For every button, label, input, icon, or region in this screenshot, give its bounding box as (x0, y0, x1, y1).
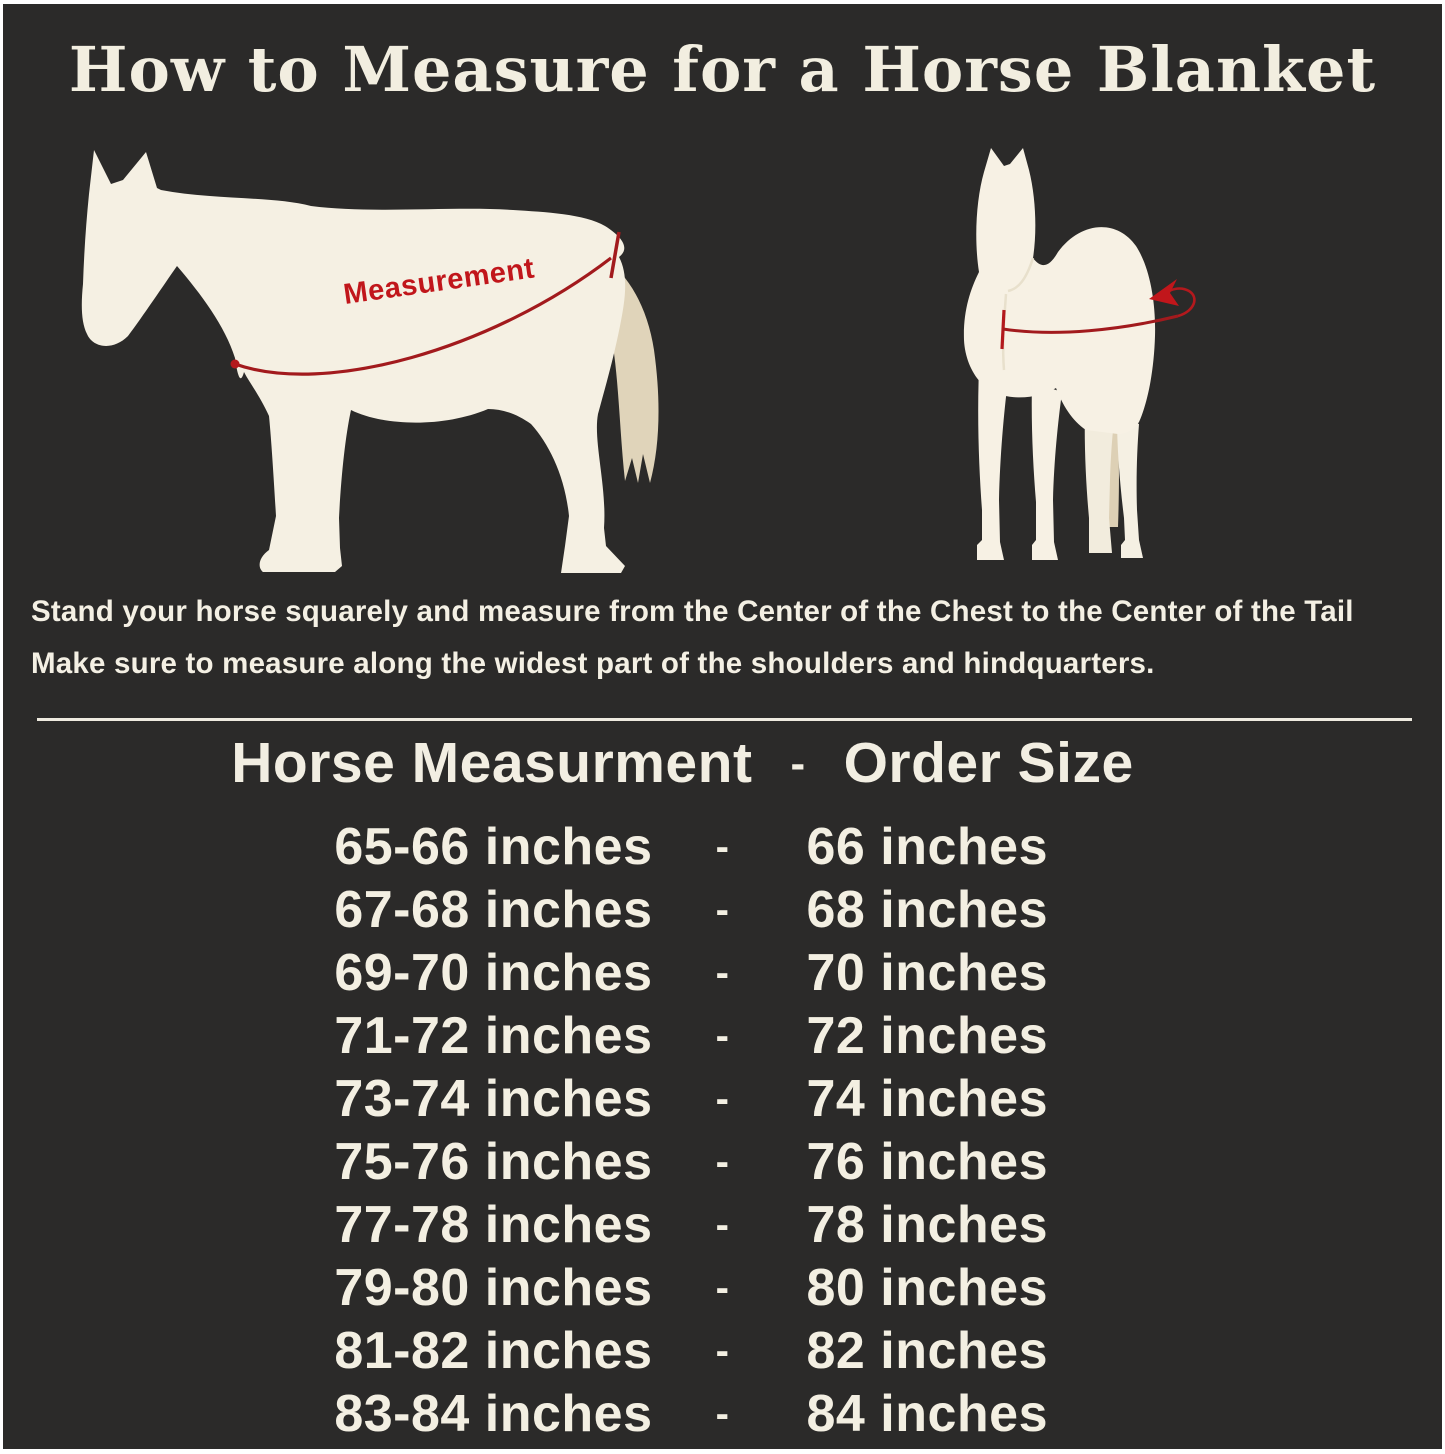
row-separator: - (715, 1392, 730, 1436)
size-table-row: 67-68 inches - 68 inches (223, 879, 1223, 942)
row-separator: - (715, 1203, 730, 1247)
order-size-value: 80 inches (806, 1259, 1049, 1317)
front-horse-body (963, 148, 1156, 434)
front-view-horse-illustration (963, 148, 1196, 560)
row-separator: - (715, 1014, 730, 1058)
front-horse-hind-right-leg (1117, 416, 1143, 558)
measurement-chest-point (230, 359, 240, 369)
size-table: 65-66 inches - 66 inches 67-68 inches - … (3, 816, 1442, 1446)
page-title: How to Measure for a Horse Blanket (68, 33, 1377, 106)
size-table-row: 77-78 inches - 78 inches (223, 1194, 1223, 1257)
horse-measurement-value: 73-74 inches (334, 1070, 653, 1128)
instructions-line-1: Stand your horse squarely and measure fr… (31, 595, 1354, 628)
row-separator: - (715, 951, 730, 995)
size-table-row: 83-84 inches - 84 inches (223, 1383, 1223, 1446)
instructions-text: Stand your horse squarely and measure fr… (31, 586, 1426, 690)
horse-measurement-value: 79-80 inches (334, 1259, 653, 1317)
size-table-row: 73-74 inches - 74 inches (223, 1068, 1223, 1131)
order-size-value: 82 inches (806, 1322, 1049, 1380)
order-size-value: 78 inches (806, 1196, 1049, 1254)
header-order-label: Order Size (843, 731, 1134, 795)
size-table-row: 81-82 inches - 82 inches (223, 1320, 1223, 1383)
size-chart-header: Horse Measurment - Order Size (0, 730, 1402, 796)
horse-measurement-value: 71-72 inches (334, 1007, 653, 1065)
horse-measurement-value: 77-78 inches (334, 1196, 653, 1254)
horse-measurement-value: 65-66 inches (334, 818, 653, 876)
measurement-tail-tick (609, 231, 621, 279)
front-horse-cheek-line (1007, 257, 1035, 293)
row-separator: - (715, 888, 730, 932)
order-size-value: 68 inches (806, 881, 1049, 939)
order-size-value: 76 inches (806, 1133, 1049, 1191)
front-horse-front-right-leg (1031, 382, 1062, 560)
size-table-row: 71-72 inches - 72 inches (223, 1005, 1223, 1068)
order-size-value: 74 inches (806, 1070, 1049, 1128)
horse-tail (585, 248, 659, 483)
size-table-row: 79-80 inches - 80 inches (223, 1257, 1223, 1320)
horse-body (81, 150, 626, 573)
horse-measurement-value: 83-84 inches (334, 1385, 653, 1443)
size-table-row: 69-70 inches - 70 inches (223, 942, 1223, 1005)
row-separator: - (715, 1140, 730, 1184)
horse-measurement-value: 67-68 inches (334, 881, 653, 939)
front-horse-hind-left-leg (1084, 408, 1115, 553)
order-size-value: 72 inches (806, 1007, 1049, 1065)
row-separator: - (715, 1266, 730, 1310)
horse-measurement-value: 75-76 inches (334, 1133, 653, 1191)
size-table-row: 75-76 inches - 76 inches (223, 1131, 1223, 1194)
horse-measurement-value: 69-70 inches (334, 944, 653, 1002)
horse-measurement-value: 81-82 inches (334, 1322, 653, 1380)
front-horse-front-left-leg (977, 368, 1008, 560)
order-size-value: 66 inches (806, 818, 1049, 876)
order-size-value: 84 inches (806, 1385, 1049, 1443)
order-size-value: 70 inches (806, 944, 1049, 1002)
dark-panel: How to Measure for a Horse Blanket Measu… (3, 4, 1442, 1449)
instructions-line-2: Make sure to measure along the widest pa… (31, 646, 1155, 680)
header-measurement-label: Horse Measurment (231, 731, 753, 795)
size-table-row: 65-66 inches - 66 inches (223, 816, 1223, 879)
row-separator: - (715, 825, 730, 869)
girth-arrow-icon (1149, 279, 1179, 306)
girth-line (1002, 314, 1179, 334)
header-separator: - (790, 739, 806, 788)
measurement-line (234, 256, 612, 376)
section-divider (37, 718, 1412, 721)
row-separator: - (715, 1329, 730, 1373)
side-view-horse-illustration: Measurement (81, 150, 659, 573)
row-separator: - (715, 1077, 730, 1121)
